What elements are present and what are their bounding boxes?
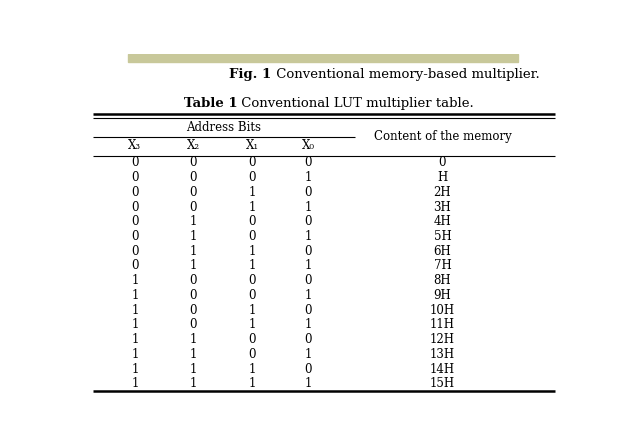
Text: X₂: X₂ [187, 139, 200, 152]
Text: Address Bits: Address Bits [186, 121, 261, 134]
Text: Content of the memory: Content of the memory [374, 130, 512, 143]
Text: 1: 1 [190, 348, 197, 361]
Text: 0: 0 [131, 186, 139, 199]
Text: 1: 1 [248, 186, 256, 199]
Text: 1: 1 [131, 377, 139, 390]
Text: 0: 0 [304, 215, 312, 228]
Text: 11H: 11H [430, 319, 455, 332]
Text: 1: 1 [131, 362, 139, 375]
Text: 9H: 9H [433, 289, 451, 302]
Text: 0: 0 [131, 156, 139, 169]
Text: 0: 0 [131, 171, 139, 184]
Text: 1: 1 [190, 377, 197, 390]
Text: 0: 0 [131, 201, 139, 214]
Text: 0: 0 [304, 245, 312, 258]
Text: 0: 0 [190, 304, 197, 317]
Text: 0: 0 [131, 230, 139, 243]
Text: 1: 1 [304, 230, 312, 243]
Text: X₃: X₃ [129, 139, 142, 152]
Text: 0: 0 [248, 171, 256, 184]
Text: 1: 1 [248, 259, 256, 272]
Text: 15H: 15H [430, 377, 455, 390]
Text: 1: 1 [131, 319, 139, 332]
Text: X₁: X₁ [246, 139, 259, 152]
Text: 1: 1 [190, 230, 197, 243]
Text: 0: 0 [131, 259, 139, 272]
Text: 1: 1 [131, 333, 139, 346]
Text: H: H [437, 171, 448, 184]
Text: 0: 0 [248, 289, 256, 302]
Text: 14H: 14H [430, 362, 455, 375]
Text: 0: 0 [248, 215, 256, 228]
Text: Fig. 1: Fig. 1 [229, 68, 272, 81]
Text: 1: 1 [248, 377, 256, 390]
Text: 2H: 2H [433, 186, 451, 199]
Text: 1: 1 [131, 304, 139, 317]
Text: 1: 1 [248, 362, 256, 375]
Text: 0: 0 [438, 156, 446, 169]
Text: 1: 1 [304, 289, 312, 302]
Text: 1: 1 [131, 289, 139, 302]
Text: 0: 0 [304, 304, 312, 317]
Text: 7H: 7H [433, 259, 451, 272]
Text: 8H: 8H [433, 274, 451, 287]
Text: 6H: 6H [433, 245, 451, 258]
Text: 0: 0 [304, 274, 312, 287]
Text: 1: 1 [304, 171, 312, 184]
Text: 0: 0 [190, 274, 197, 287]
Text: 1: 1 [304, 259, 312, 272]
Text: 1: 1 [304, 348, 312, 361]
Text: 0: 0 [248, 333, 256, 346]
Text: 0: 0 [304, 333, 312, 346]
Text: 1: 1 [248, 319, 256, 332]
Text: 13H: 13H [430, 348, 455, 361]
Text: 0: 0 [190, 201, 197, 214]
Text: 0: 0 [190, 186, 197, 199]
Text: 0: 0 [190, 289, 197, 302]
Text: 4H: 4H [433, 215, 451, 228]
Text: X₀: X₀ [302, 139, 315, 152]
Text: 0: 0 [304, 362, 312, 375]
Text: 1: 1 [190, 245, 197, 258]
Text: Conventional memory-based multiplier.: Conventional memory-based multiplier. [272, 68, 539, 81]
Text: 0: 0 [190, 156, 197, 169]
Text: 1: 1 [190, 362, 197, 375]
Text: 0: 0 [248, 348, 256, 361]
Text: 1: 1 [131, 348, 139, 361]
Text: 0: 0 [304, 186, 312, 199]
Text: 1: 1 [131, 274, 139, 287]
Text: 1: 1 [190, 259, 197, 272]
Text: Table 1: Table 1 [184, 97, 238, 110]
Text: 0: 0 [248, 156, 256, 169]
Text: 1: 1 [304, 319, 312, 332]
Text: 0: 0 [190, 171, 197, 184]
Text: 1: 1 [248, 201, 256, 214]
Text: 1: 1 [304, 377, 312, 390]
Text: 1: 1 [248, 245, 256, 258]
Text: Conventional LUT multiplier table.: Conventional LUT multiplier table. [238, 97, 474, 110]
Bar [127, 54, 518, 62]
Text: 0: 0 [131, 245, 139, 258]
Text: 0: 0 [190, 319, 197, 332]
Text: 10H: 10H [430, 304, 455, 317]
Text: 1: 1 [304, 201, 312, 214]
Text: 0: 0 [131, 215, 139, 228]
Text: 12H: 12H [430, 333, 455, 346]
Text: 0: 0 [248, 230, 256, 243]
Text: 5H: 5H [433, 230, 451, 243]
Text: 0: 0 [248, 274, 256, 287]
Text: 1: 1 [190, 333, 197, 346]
Text: 0: 0 [304, 156, 312, 169]
Text: 1: 1 [190, 215, 197, 228]
Text: 1: 1 [248, 304, 256, 317]
Text: 3H: 3H [433, 201, 451, 214]
